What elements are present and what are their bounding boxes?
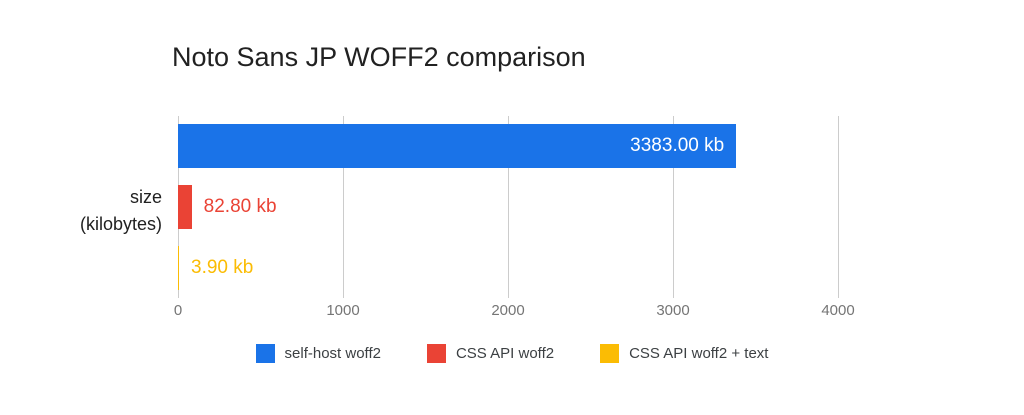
legend-item: self-host woff2 xyxy=(255,344,381,363)
legend: self-host woff2 CSS API woff2 CSS API woff… xyxy=(0,344,1024,363)
x-tick-label: 4000 xyxy=(821,302,855,319)
plot-area: 3383.00 kb 82.80 kb 3.90 kb xyxy=(178,116,839,298)
bar-self-host-woff2 xyxy=(178,124,737,169)
legend-swatch xyxy=(600,344,620,363)
y-axis-label-line1: size xyxy=(129,187,162,207)
gridline xyxy=(343,116,344,298)
gridline xyxy=(508,116,509,298)
legend-swatch xyxy=(426,344,446,363)
x-tick-label: 3000 xyxy=(656,302,690,319)
legend-label: CSS API woff2 + text xyxy=(629,345,769,362)
bar-value-label: 3383.00 kb xyxy=(630,135,725,157)
bar-css-api-woff2-text xyxy=(178,245,179,290)
chart-title: Noto Sans JP WOFF2 comparison xyxy=(172,42,586,72)
bar-value-label: 82.80 kb xyxy=(203,196,277,217)
bar-css-api-woff2 xyxy=(178,185,192,229)
legend-swatch xyxy=(255,344,275,363)
legend-label: self-host woff2 xyxy=(284,345,381,362)
legend-item: CSS API woff2 xyxy=(426,344,555,363)
bar-value-label: 3.90 kb xyxy=(191,256,254,278)
x-tick-label: 2000 xyxy=(491,302,525,319)
y-axis-label-line2: (kilobytes) xyxy=(79,214,162,234)
x-tick-label: 0 xyxy=(173,302,183,319)
x-tick-label: 1000 xyxy=(326,302,360,319)
gridline xyxy=(838,116,839,298)
legend-label: CSS API woff2 xyxy=(455,345,555,362)
y-axis-label: size (kilobytes) xyxy=(18,184,162,238)
legend-item: CSS API woff2 + text xyxy=(600,344,768,363)
gridline xyxy=(673,116,674,298)
